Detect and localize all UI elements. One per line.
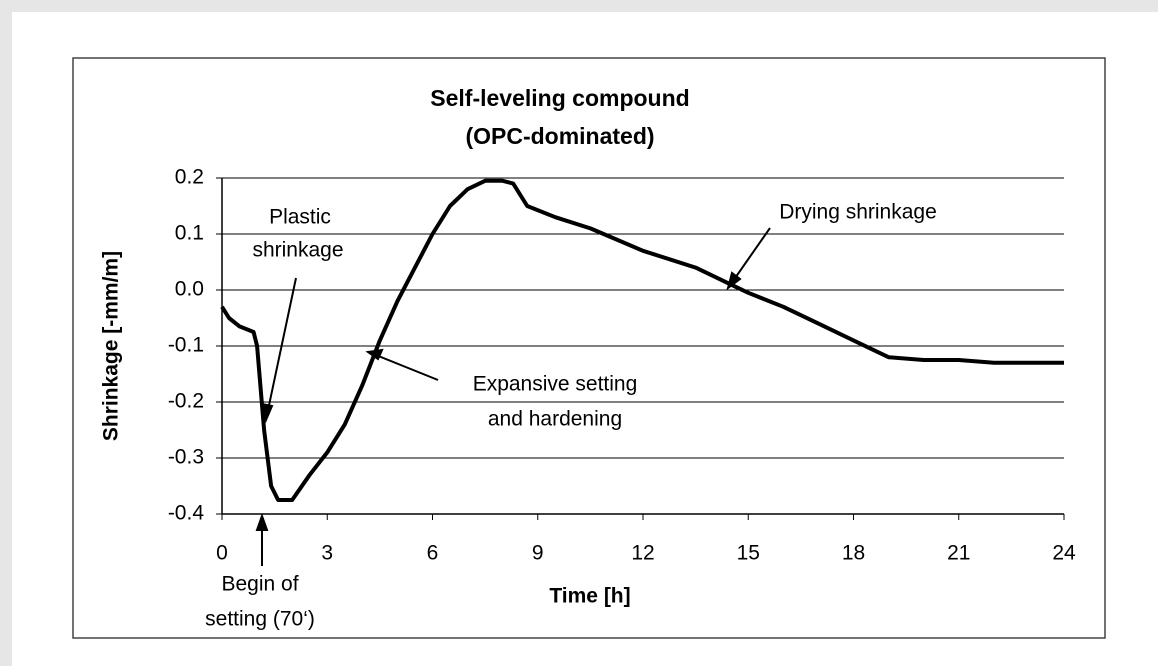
y-tick-label: -0.2 [168,390,204,413]
y-axis-label: Shrinkage [-mm/m] [100,251,123,441]
annotation: Plastic [269,206,331,229]
annotation: shrinkage [252,239,343,262]
x-tick-label: 9 [532,542,544,565]
x-tick-label: 3 [321,542,333,565]
background [12,12,1158,666]
y-tick-label: 0.0 [175,278,204,301]
arrowhead [255,513,269,531]
y-tick-label: 0.1 [175,222,204,245]
chart-title: Self-leveling compound [430,85,689,111]
y-tick-label: -0.1 [168,334,204,357]
x-tick-label: 6 [427,542,439,565]
x-tick-label: 12 [631,542,654,565]
chart-subtitle: (OPC-dominated) [465,123,654,149]
x-tick-label: 21 [947,542,970,565]
annotation: Drying shrinkage [779,201,937,224]
annotation: and hardening [488,408,622,431]
arrow [732,227,771,282]
y-tick-label: 0.2 [175,166,204,189]
arrow [267,277,297,411]
data-line [220,178,1064,502]
y-tick-label: -0.4 [168,502,205,525]
x-tick-label: 15 [737,542,760,565]
x-tick-label: 24 [1052,542,1076,565]
x-tick-label: 0 [216,542,228,565]
annotation: setting (70‘) [205,608,315,631]
annotation: Expansive setting [473,373,638,396]
y-tick-label: -0.3 [168,446,204,469]
arrow [375,354,439,381]
x-axis-label: Time [h] [549,585,630,608]
annotation: Begin of [221,573,298,596]
chart-frame [72,57,1106,639]
x-tick-label: 18 [842,542,865,565]
